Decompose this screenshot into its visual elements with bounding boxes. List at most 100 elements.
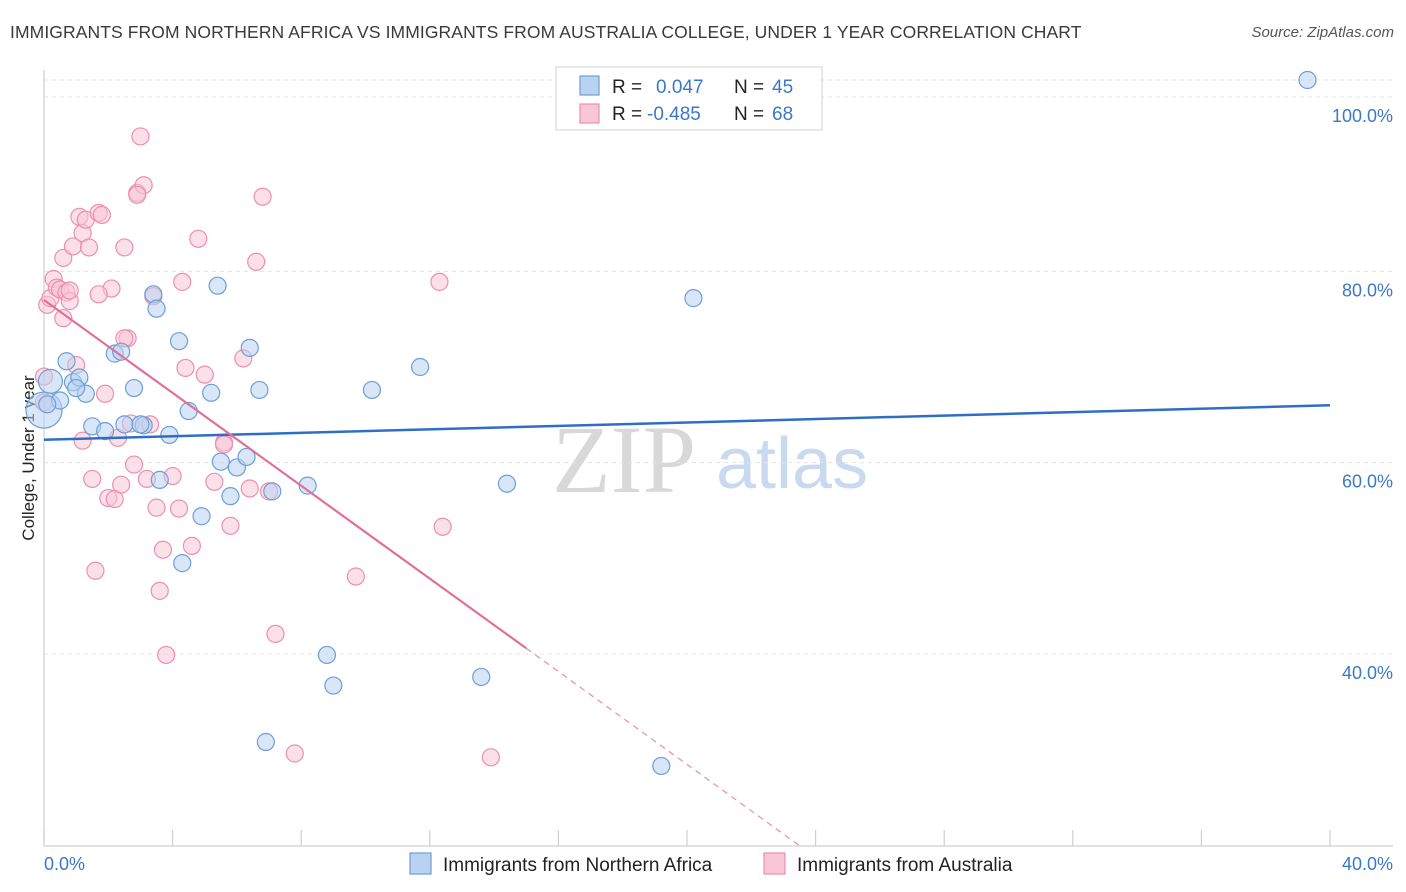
- stats-legend-swatch-pink: [579, 103, 600, 124]
- australia-point: [60, 281, 79, 300]
- australia-point: [115, 238, 134, 257]
- stats-legend-box: [555, 66, 823, 131]
- australia-point: [266, 624, 285, 644]
- series-northern-africa-points: [25, 70, 1317, 776]
- gridlines: [44, 79, 1393, 655]
- series-legend-label-pink: Immigrants from Australia: [797, 855, 1013, 876]
- northern-africa-point: [250, 380, 269, 400]
- watermark-atlas: atlas: [716, 424, 868, 504]
- northern-africa-point: [652, 756, 671, 776]
- australia-point: [221, 516, 240, 535]
- australia-point: [92, 205, 111, 224]
- australia-point: [182, 536, 201, 555]
- australia-point: [346, 567, 365, 586]
- australia-point: [176, 358, 195, 378]
- northern-africa-point: [37, 368, 64, 394]
- australia-point: [214, 435, 234, 454]
- australia-point: [73, 431, 92, 450]
- australia-point: [205, 472, 224, 491]
- stats-legend-n-value-pink: 68: [772, 104, 793, 125]
- northern-africa-point: [67, 378, 86, 398]
- australia-point: [89, 285, 108, 304]
- x-tick-label-max: 40.0%: [1342, 854, 1393, 874]
- northern-africa-point: [95, 421, 115, 441]
- australia-point: [112, 475, 131, 494]
- australia-point: [189, 229, 208, 248]
- australia-point: [285, 744, 304, 763]
- x-tick-label-min: 0.0%: [44, 854, 85, 874]
- northern-africa-point: [263, 482, 282, 501]
- northern-africa-point: [221, 487, 240, 506]
- northern-africa-point: [317, 645, 337, 665]
- series-legend-swatch-blue: [409, 852, 432, 875]
- northern-africa-point: [237, 447, 256, 467]
- northern-africa-point: [472, 667, 491, 687]
- y-tick-label-60: 60.0%: [1342, 472, 1393, 492]
- y-tick-label-100: 100.0%: [1332, 106, 1393, 126]
- y-tick-labels: 40.0% 60.0% 80.0% 100.0%: [1332, 106, 1393, 683]
- stats-legend-r-value-blue: 0.047: [656, 77, 704, 98]
- australia-point: [54, 309, 73, 328]
- australia-point: [481, 748, 500, 767]
- australia-point: [169, 499, 189, 518]
- northern-africa-point: [173, 554, 192, 573]
- australia-point: [79, 238, 99, 257]
- northern-africa-point: [160, 425, 179, 445]
- northern-africa-point: [112, 342, 131, 361]
- northern-africa-point: [684, 289, 703, 308]
- chart-title: IMMIGRANTS FROM NORTHERN AFRICA VS IMMIG…: [10, 22, 1082, 42]
- northern-africa-point: [211, 452, 230, 471]
- australia-point: [131, 127, 150, 146]
- australia-point: [83, 469, 102, 489]
- northern-africa-point: [256, 732, 275, 752]
- australia-point: [147, 498, 166, 517]
- australia-point: [253, 187, 272, 206]
- series-legend-label-blue: Immigrants from Northern Africa: [443, 855, 713, 876]
- northern-africa-point: [298, 476, 317, 495]
- australia-point: [153, 540, 173, 559]
- northern-africa-point: [362, 380, 382, 400]
- stats-legend: R = 0.047 N = 45 R = -0.485 N = 68: [555, 66, 823, 131]
- stats-legend-r-value-pink: -0.485: [647, 104, 701, 125]
- australia-point: [124, 455, 144, 474]
- series-australia-points: [34, 127, 500, 767]
- northern-africa-point: [202, 383, 221, 402]
- northern-africa-point: [150, 470, 169, 489]
- stats-legend-n-value-blue: 45: [772, 77, 793, 98]
- northern-africa-point: [411, 357, 430, 377]
- australia-point: [240, 479, 259, 498]
- australia-point: [157, 645, 176, 665]
- source-credit: Source: ZipAtlas.com: [1251, 24, 1394, 41]
- y-tick-label-80: 80.0%: [1342, 280, 1393, 300]
- australia-point: [150, 581, 169, 600]
- trend-lines: [43, 299, 1331, 847]
- northern-africa-point: [124, 378, 144, 398]
- northern-africa-point: [115, 415, 134, 434]
- northern-africa-point: [240, 338, 259, 357]
- australia-point: [195, 365, 214, 384]
- y-tick-label-40: 40.0%: [1342, 663, 1393, 683]
- australia-point: [433, 517, 452, 536]
- x-ticks: [43, 830, 1331, 846]
- australia-point: [247, 252, 266, 271]
- northern-africa-point: [1298, 70, 1317, 90]
- stats-legend-n-label-blue: N =: [734, 77, 764, 98]
- stats-legend-r-label-blue: R =: [612, 77, 642, 98]
- stats-legend-swatch-blue: [579, 75, 600, 96]
- stats-legend-n-label-pink: N =: [734, 104, 764, 125]
- northern-africa-point: [497, 474, 517, 493]
- northern-africa-point: [38, 395, 57, 414]
- australia-point: [430, 272, 449, 291]
- axes: [43, 70, 1393, 847]
- northern-africa-point: [192, 507, 211, 526]
- trend-line-northern-africa: [43, 404, 1331, 441]
- northern-africa-point: [147, 299, 166, 318]
- trend-line-australia-extension: [525, 647, 801, 847]
- northern-africa-point: [57, 352, 76, 371]
- australia-point: [128, 185, 147, 204]
- australia-point: [173, 272, 192, 291]
- northern-africa-point: [169, 332, 189, 351]
- northern-africa-point: [131, 415, 150, 434]
- series-legend-swatch-pink: [763, 852, 786, 875]
